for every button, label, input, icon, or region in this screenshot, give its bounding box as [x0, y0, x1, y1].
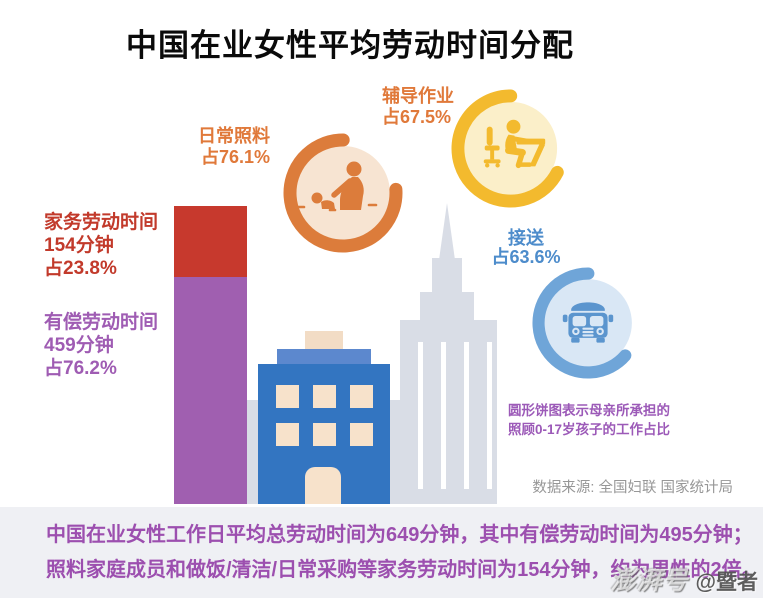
donut-ring [283, 133, 403, 253]
donut-ring [451, 89, 570, 208]
daily-care-label-title: 日常照料 [198, 126, 270, 146]
paid-label-title: 有偿劳动时间 [44, 312, 159, 333]
pickup-label-share: 占63.6% [491, 247, 561, 267]
skyscraper-main-block [400, 320, 497, 504]
stacked-bar [174, 206, 247, 504]
author-handle: @暨者 [695, 571, 758, 594]
office-building-roof [277, 349, 371, 365]
page-title: 中国在业女性平均劳动时间分配 [126, 28, 574, 63]
housework-label-share: 占23.8% [44, 258, 117, 279]
pickup-label-title: 接送 [508, 228, 544, 248]
building-window [350, 385, 373, 408]
donut-ring [532, 267, 644, 379]
donut-note-line-2: 照顾0-17岁孩子的工作占比 [508, 422, 671, 437]
summary-line-2: 照料家庭成员和做饭/清洁/日常采购等家务劳动时间为154分钟，约为男性的2倍。 [46, 559, 762, 581]
bar-segment-paid [174, 276, 247, 504]
building-window [276, 385, 299, 408]
housework-label-minutes: 154分钟 [44, 235, 114, 256]
homework-label-title: 辅导作业 [382, 86, 454, 106]
homework-donut [451, 89, 570, 208]
summary-line-1: 中国在业女性工作日平均总劳动时间为649分钟，其中有偿劳动时间为495分钟； [46, 524, 753, 546]
building-window [350, 423, 373, 446]
skyscraper-mid-block [420, 292, 474, 322]
paid-label-minutes: 459分钟 [44, 335, 114, 356]
skyscraper-spire [439, 203, 455, 260]
housework-time-label: 家务劳动时间 154分钟 占23.8% [44, 211, 189, 280]
housework-label-title: 家务劳动时间 [44, 212, 159, 233]
homework-label-share: 占67.5% [382, 107, 452, 127]
data-source: 数据来源: 全国妇联 国家统计局 [532, 480, 733, 496]
skyscraper-window-slit [441, 342, 446, 489]
donut-note-line-1: 圆形饼图表示母亲所承担的 [508, 403, 670, 418]
paid-time-label: 有偿劳动时间 459分钟 占76.2% [44, 311, 189, 380]
paid-label-share: 占76.2% [44, 358, 117, 379]
building-window [276, 423, 299, 446]
homework-label: 辅导作业 占67.5% [382, 86, 502, 128]
summary-banner: 中国在业女性工作日平均总劳动时间为649分钟，其中有偿劳动时间为495分钟； 照… [0, 507, 763, 598]
skyscraper-upper-block [432, 258, 462, 294]
pickup-donut [532, 267, 644, 379]
skyscraper-window-slit [487, 342, 492, 489]
daily-care-label: 日常照料 占76.1% [148, 126, 270, 168]
building-window [313, 385, 336, 408]
school-bus-icon [562, 302, 614, 343]
skyscraper-window-slit [418, 342, 423, 489]
daily-care-label-share: 占76.1% [200, 147, 270, 167]
watermark: 澎湃号 @暨者 [611, 561, 759, 597]
pickup-label: 接送 占63.6% [478, 229, 574, 267]
donut-note: 圆形饼图表示母亲所承担的 照顾0-17岁孩子的工作占比 [508, 401, 718, 439]
skyscraper-window-slit [464, 342, 469, 489]
office-building-chimney [305, 331, 343, 351]
daily-care-donut [283, 133, 403, 253]
bar-segment-housework [174, 206, 247, 277]
study-desk-icon [483, 119, 546, 169]
building-window [313, 423, 336, 446]
thepaper-logo: 澎湃号 [610, 567, 689, 595]
caregiver-baby-icon [295, 161, 378, 212]
summary-text: 中国在业女性工作日平均总劳动时间为649分钟，其中有偿劳动时间为495分钟； 照… [46, 518, 762, 588]
building-door [305, 467, 341, 504]
